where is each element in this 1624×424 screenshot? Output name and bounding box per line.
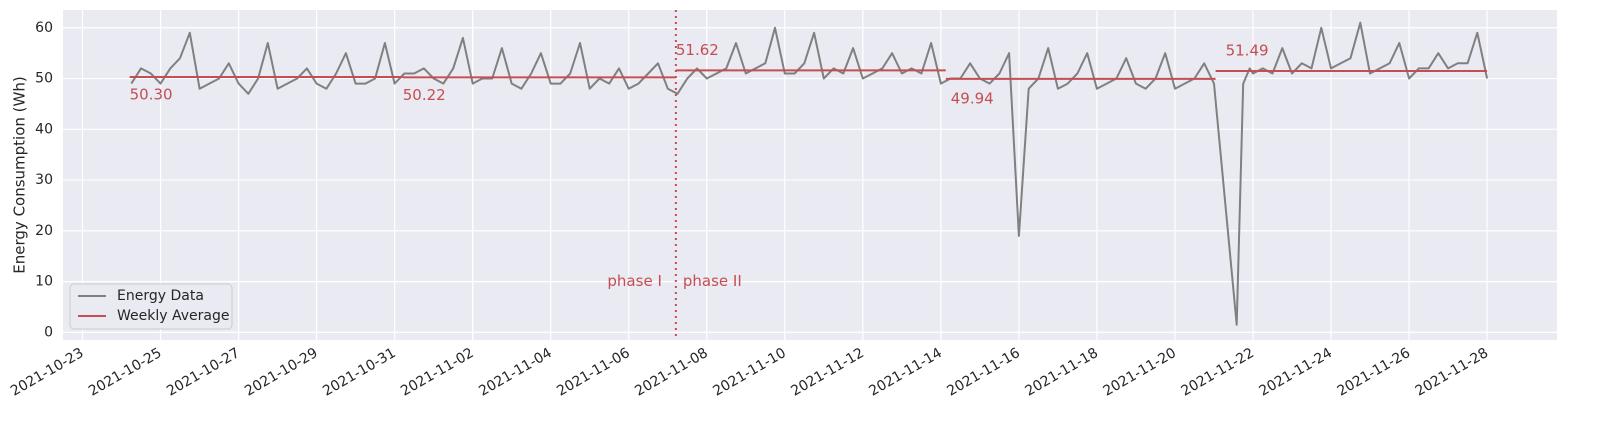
x-tick-label: 2021-10-25 (86, 345, 164, 400)
legend-label: Energy Data (117, 288, 204, 304)
x-tick-label: 2021-10-29 (242, 345, 320, 400)
legend: Energy Data Weekly Average (69, 283, 233, 330)
x-tick-label: 2021-11-18 (1022, 345, 1100, 400)
x-tick-label: 2021-11-04 (476, 345, 555, 400)
x-tick-label: 2021-11-22 (1179, 345, 1257, 400)
x-tick-label: 2021-11-10 (710, 345, 788, 400)
x-tick-label: 2021-11-14 (866, 345, 945, 400)
y-tick-label: 0 (44, 324, 53, 340)
y-tick-label: 30 (35, 172, 53, 188)
x-tick-label: 2021-11-26 (1335, 345, 1414, 400)
value-label: 50.30 (130, 86, 173, 104)
x-tick-label: 2021-10-23 (8, 345, 86, 400)
x-tick-label: 2021-11-24 (1257, 345, 1336, 400)
x-tick-label: 2021-11-02 (398, 345, 476, 400)
x-tick-label: 2021-10-31 (320, 345, 398, 400)
x-tick-label: 2021-11-16 (944, 345, 1023, 400)
legend-label: Weekly Average (117, 308, 229, 324)
y-tick-label: 60 (35, 20, 53, 36)
data-line (130, 21, 1489, 326)
x-tick-label: 2021-11-06 (554, 345, 633, 400)
plot-background (63, 10, 1557, 340)
y-axis-label: Energy Consumption (Wh) (11, 76, 29, 273)
x-tick-label: 2021-11-12 (788, 345, 866, 400)
value-label: 51.49 (1226, 41, 1269, 59)
x-tick-label: 2021-11-20 (1100, 345, 1178, 400)
y-tick-label: 50 (35, 71, 53, 87)
value-label: 50.22 (403, 86, 446, 104)
y-tick-label: 40 (35, 121, 53, 137)
y-tick-label: 10 (35, 274, 53, 290)
value-label: 51.62 (676, 41, 719, 59)
value-label: 49.94 (951, 89, 994, 107)
y-tick-label: 20 (35, 223, 53, 239)
x-tick-label: 2021-11-08 (632, 345, 710, 400)
annotation: phase I (607, 272, 661, 290)
x-tick-label: 2021-10-27 (164, 345, 242, 400)
x-tick-label: 2021-11-28 (1413, 345, 1491, 400)
annotation: phase II (683, 272, 742, 290)
legend-box (69, 283, 233, 330)
